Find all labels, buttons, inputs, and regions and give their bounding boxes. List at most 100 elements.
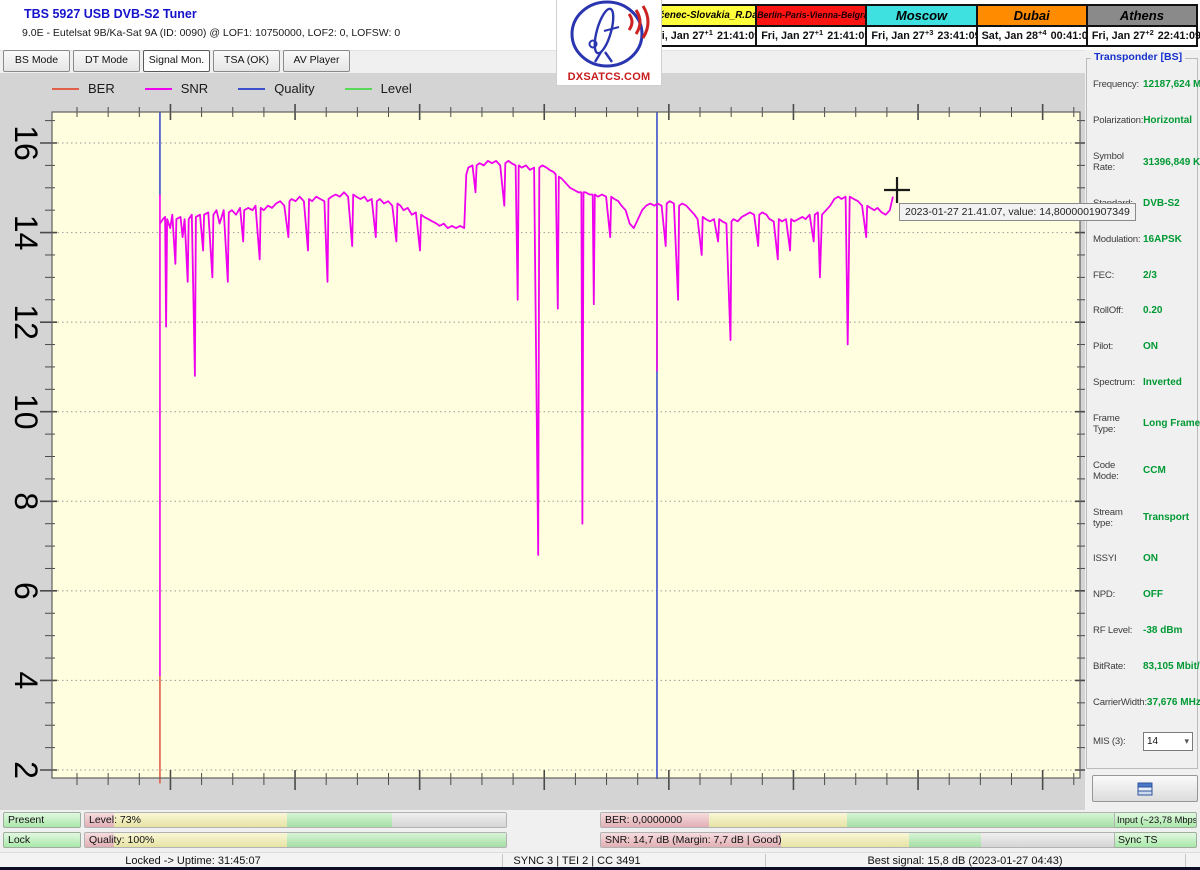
window-bottom-edge [0, 867, 1200, 870]
clock-lu-enec-slovakia-r-d-vid: Lučenec-Slovakia_R.DávidFri, Jan 27+121:… [647, 6, 760, 45]
input-bitrate-indicator: Input (~23,78 Mbps) [1113, 812, 1197, 828]
svg-text:10: 10 [8, 394, 44, 430]
tab-tsa-ok-[interactable]: TSA (OK) [213, 50, 280, 72]
present-indicator: Present [3, 812, 81, 828]
clock-time-value: 23:41:09 [937, 30, 981, 42]
bar-segment-pink [85, 833, 115, 847]
bar-segment-pink [601, 833, 781, 847]
transponder-field-npd-: NPD: OFF [1087, 589, 1197, 600]
clock-datetime: Sat, Jan 28 +4 00:41:09 [977, 27, 1094, 45]
transponder-field-code-mode-: Code Mode: CCM [1087, 460, 1197, 482]
clock-city-label: Lučenec-Slovakia_R.Dávid [647, 6, 756, 27]
transponder-groupbox: Transponder [BS] Frequency: 12187,624 MHz… [1086, 51, 1200, 769]
list-icon [1137, 782, 1153, 795]
field-label: CarrierWidth: [1093, 696, 1147, 708]
bar-segment-yellow [114, 833, 288, 847]
field-label: NPD: [1093, 589, 1116, 601]
clock-datetime: Fri, Jan 27 +1 21:41:09 [647, 27, 760, 45]
bar-segment-green [287, 813, 393, 827]
signal-monitor-chart[interactable]: 16 14 12 10 8 6 4 2 [0, 73, 1085, 810]
bar-segment-green [847, 813, 1114, 827]
legend-color-swatch [52, 87, 79, 90]
bar-segment-pink [85, 813, 115, 827]
ber-bar-label: BER: 0,0000000 [605, 814, 683, 826]
clock-date: Fri, Jan 27 [761, 30, 815, 42]
legend-item-quality: Quality [238, 81, 315, 96]
field-label: Frame Type: [1093, 412, 1120, 435]
clock-city-label: Athens [1087, 6, 1197, 27]
svg-text:8: 8 [8, 492, 44, 510]
clock-datetime: Fri, Jan 27 +2 22:41:09 [1087, 27, 1200, 45]
satellite-dish-icon [570, 0, 650, 68]
clock-utc-offset: +1 [704, 27, 713, 37]
statusbar-divider [1185, 854, 1186, 867]
transponder-field-frequency-: Frequency: 12187,624 MHz [1087, 79, 1200, 91]
field-value: 2/3 [1143, 269, 1157, 281]
level-bar-label: Level: 73% [89, 814, 141, 826]
signal-chart-panel: BER SNR Quality Level 16 14 12 10 8 6 4 2 2023-01-… [0, 73, 1136, 810]
transponder-field-bitrate-: BitRate: 83,105 Mbit/s [1087, 660, 1200, 672]
field-value: -38 dBm [1143, 625, 1183, 636]
transponder-field-polarization-: Polarization: Horizontal [1087, 115, 1197, 126]
legend-label: Quality [274, 81, 315, 96]
field-label: ISSYI [1093, 553, 1117, 565]
transponder-fields: Frequency: 12187,624 MHz Polarization:Hori… [1087, 67, 1200, 764]
transponder-field-stream-type-: Stream type: Transport [1087, 507, 1197, 529]
bar-segment-yellow [780, 833, 909, 847]
logo-text: DXSATCS.COM [567, 71, 651, 83]
bar-segment-gray [980, 833, 1114, 847]
tab-av-player[interactable]: AV Player [283, 50, 350, 72]
quality-bar: Quality: 100% [84, 832, 507, 848]
svg-text:6: 6 [8, 582, 44, 600]
legend-color-swatch [344, 87, 372, 90]
app-title: TBS 5927 USB DVB-S2 Tuner [24, 7, 197, 21]
chart-tooltip: 2023-01-27 21.41.07, value: 14,800000190… [899, 203, 1136, 221]
clock-date: Fri, Jan 27 [651, 30, 705, 42]
uptime-status: Locked -> Uptime: 31:45:07 [125, 855, 261, 867]
quality-bar-label: Quality: 100% [89, 834, 155, 846]
field-label: Stream type: [1093, 506, 1123, 529]
tuner-subtitle: 9.0E - Eutelsat 9B/Ka-Sat 9A (ID: 0090) … [22, 27, 401, 39]
transponder-field-mis: MIS (3): 14 ▾ [1087, 732, 1197, 752]
level-bar: Level: 73% [84, 812, 507, 828]
field-label: Code Mode: [1093, 459, 1119, 482]
field-label: Spectrum: [1093, 377, 1135, 389]
stream-list-button[interactable] [1092, 775, 1198, 802]
snr-bar-label: SNR: 14,7 dB (Margin: 7,7 dB | Good) [605, 834, 782, 846]
field-label: Polarization: [1093, 115, 1144, 127]
bar-segment-pink [601, 813, 709, 827]
clock-utc-offset: +1 [814, 27, 824, 37]
clock-time-value: 21:41:09 [827, 30, 871, 42]
field-value: 31396,849 KS/s [1143, 156, 1200, 168]
clock-athens: Athens Fri, Jan 27 +2 22:41:09 [1087, 6, 1200, 45]
tab-signal-mon-[interactable]: Signal Mon. [143, 50, 210, 72]
transponder-field-modulation-: Modulation: 16APSK [1087, 234, 1197, 245]
sync-counters: SYNC 3 | TEI 2 | CC 3491 [513, 855, 641, 867]
field-label: FEC: [1093, 269, 1115, 281]
field-value: ON [1143, 341, 1158, 353]
chevron-down-icon: ▾ [1184, 736, 1189, 747]
sync-ts-indicator: Sync TS [1113, 832, 1197, 848]
transponder-field-pilot-: Pilot: ON [1087, 341, 1197, 352]
bar-segment-green [908, 833, 981, 847]
clock-time-value: 21:41:09 [716, 30, 761, 42]
field-label: Modulation: [1093, 233, 1141, 245]
transponder-field-issyi: ISSYI ON [1087, 553, 1197, 564]
field-label: Frequency: [1093, 79, 1139, 91]
tab-bs-mode[interactable]: BS Mode [3, 50, 70, 72]
dxsatcs-logo: DXSATCS.COM [556, 0, 662, 86]
field-value: Horizontal [1143, 115, 1193, 127]
field-label: Symbol Rate: [1093, 151, 1124, 174]
clock-utc-offset: +2 [1145, 27, 1154, 37]
mis-dropdown[interactable]: 14 ▾ [1143, 732, 1193, 752]
status-bar: Locked -> Uptime: 31:45:07 SYNC 3 | TEI … [0, 852, 1200, 868]
field-value: Inverted [1143, 377, 1182, 389]
lock-indicator: Lock [3, 832, 81, 848]
legend-label: BER [88, 81, 115, 96]
tab-dt-mode[interactable]: DT Mode [73, 50, 140, 72]
clock-date: Sat, Jan 28 [981, 30, 1039, 42]
transponder-field-rolloff-: RollOff: 0.20 [1087, 305, 1197, 316]
svg-text:4: 4 [8, 672, 44, 690]
field-label: BitRate: [1093, 660, 1126, 672]
legend-label: Level [380, 81, 412, 96]
